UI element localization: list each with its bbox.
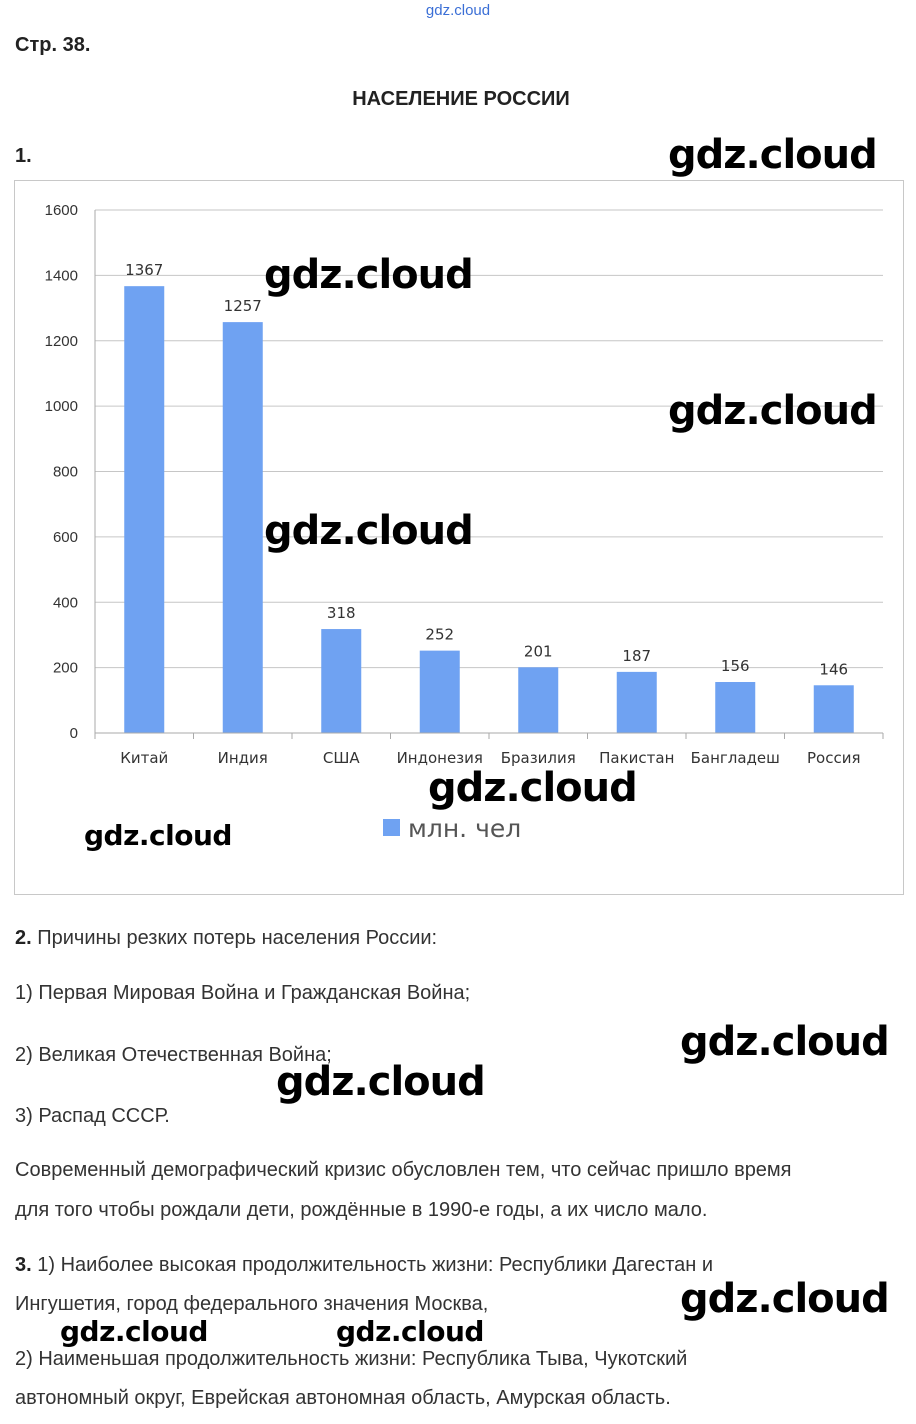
bar — [715, 682, 756, 733]
y-tick-label: 0 — [70, 725, 78, 742]
watermark: gdz.cloud — [60, 1315, 208, 1348]
bar — [222, 322, 263, 733]
data-label: 187 — [622, 647, 651, 665]
watermark: gdz.cloud — [680, 1276, 890, 1322]
page-title: НАСЕЛЕНИЕ РОССИИ — [352, 88, 570, 110]
watermark: gdz.cloud — [264, 252, 474, 298]
y-tick-label: 200 — [53, 660, 78, 677]
question-2-intro: 2. Причины резких потерь населения Росси… — [15, 927, 437, 950]
y-tick-label: 800 — [53, 464, 78, 481]
y-tick-label: 1200 — [45, 333, 78, 350]
watermark: gdz.cloud — [264, 508, 474, 554]
question-3-line: автономный округ, Еврейская автономная о… — [15, 1387, 671, 1409]
data-label: 146 — [819, 660, 848, 678]
question-2-text: Причины резких потерь населения России: — [31, 927, 438, 949]
bar — [124, 286, 165, 733]
data-label: 1367 — [125, 261, 163, 279]
watermark: gdz.cloud — [668, 388, 878, 434]
paragraph-line: для того чтобы рождали дети, рождённые в… — [15, 1199, 708, 1221]
x-tick-label: Бразилия — [501, 749, 576, 767]
data-label: 156 — [721, 657, 750, 675]
x-tick-label: Индия — [218, 749, 268, 767]
question-2-number: 2. — [15, 927, 32, 949]
population-chart: 0 200 400 600 800 1000 1200 1400 1600 1367 Китай 12… — [14, 180, 904, 895]
x-tick-label: Бангладеш — [691, 749, 780, 767]
data-label: 201 — [524, 642, 553, 660]
data-label: 318 — [327, 604, 356, 622]
y-tick-label: 1000 — [45, 398, 78, 415]
bar — [813, 685, 854, 733]
data-label: 1257 — [224, 297, 262, 315]
question-3-line: 2) Наименьшая продолжительность жизни: Р… — [15, 1348, 688, 1370]
question-3-text: 1) Наиболее высокая продолжительность жи… — [31, 1254, 714, 1276]
watermark: gdz.cloud — [680, 1019, 890, 1065]
watermark: gdz.cloud — [276, 1059, 486, 1105]
y-tick-label: 400 — [53, 594, 78, 611]
watermark: gdz.cloud — [668, 132, 878, 178]
question-3-line: Ингушетия, город федерального значения М… — [15, 1293, 489, 1315]
legend-label: млн. чел — [408, 814, 521, 843]
answer-item-2: 2) Великая Отечественная Война; — [15, 1044, 332, 1066]
bar — [616, 671, 657, 733]
bar — [518, 667, 559, 733]
x-tick-label: Китай — [120, 749, 168, 767]
y-tick-label: 1600 — [45, 202, 78, 219]
y-tick-label: 1400 — [45, 267, 78, 284]
answer-item-3: 3) Распад СССР. — [15, 1105, 170, 1127]
x-tick-label: США — [323, 749, 361, 767]
bar — [419, 650, 460, 733]
paragraph-line: Современный демографический кризис обусл… — [15, 1159, 792, 1181]
data-label: 252 — [425, 626, 454, 644]
y-tick-label: 600 — [53, 529, 78, 546]
watermark: gdz.cloud — [84, 819, 232, 852]
legend-swatch — [383, 819, 400, 836]
x-tick-label: Россия — [807, 749, 861, 767]
question-3-line: 3. 1) Наиболее высокая продолжительность… — [15, 1254, 713, 1277]
top-watermark: gdz.cloud — [425, 2, 491, 19]
watermark: gdz.cloud — [336, 1315, 484, 1348]
watermark: gdz.cloud — [428, 765, 638, 811]
answer-item-1: 1) Первая Мировая Война и Гражданская Во… — [15, 982, 471, 1004]
question-3-number: 3. — [15, 1254, 32, 1276]
x-tick-label: Индонезия — [397, 749, 483, 767]
page-number: Стр. 38. — [15, 34, 91, 56]
bar — [321, 629, 362, 733]
question-1-label: 1. — [15, 145, 32, 167]
bar-chart: 0 200 400 600 800 1000 1200 1400 1600 1367 Китай 12… — [45, 202, 884, 843]
x-tick-label: Пакистан — [599, 749, 674, 767]
